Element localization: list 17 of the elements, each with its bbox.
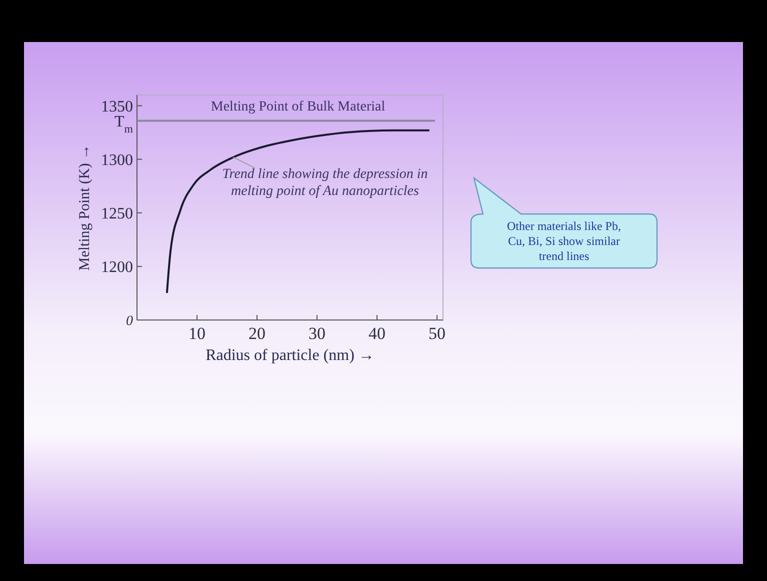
ref-line-label: Melting Point of Bulk Material [210,100,386,115]
y-tick-label: T$_{m}$ [114,113,134,136]
x-tick-label: 10 [188,324,206,343]
y-tick-label: 1250 [101,205,133,222]
x-tick-label: 20 [248,324,266,343]
x-tick-label: 30 [308,324,326,343]
x-tick-label: 50 [428,324,446,343]
line-series [166,129,430,294]
text: 0 [126,314,133,329]
annotation: Trend line showing the depression in melting point of Au nanoparticles [222,167,428,199]
y-tick-label: 1350 [101,98,133,116]
y-axis-title: Melting Point (K) → [77,144,93,271]
y-tick-label: 1200 [101,259,133,276]
x-tick-label: 40 [368,324,386,343]
text: Other materials like Pb, Cu, Bi, Si show similar trend lines [507,219,621,263]
x-axis-title: Radius of particle (nm) → [206,347,374,364]
y-tick-label: 1300 [101,152,133,169]
